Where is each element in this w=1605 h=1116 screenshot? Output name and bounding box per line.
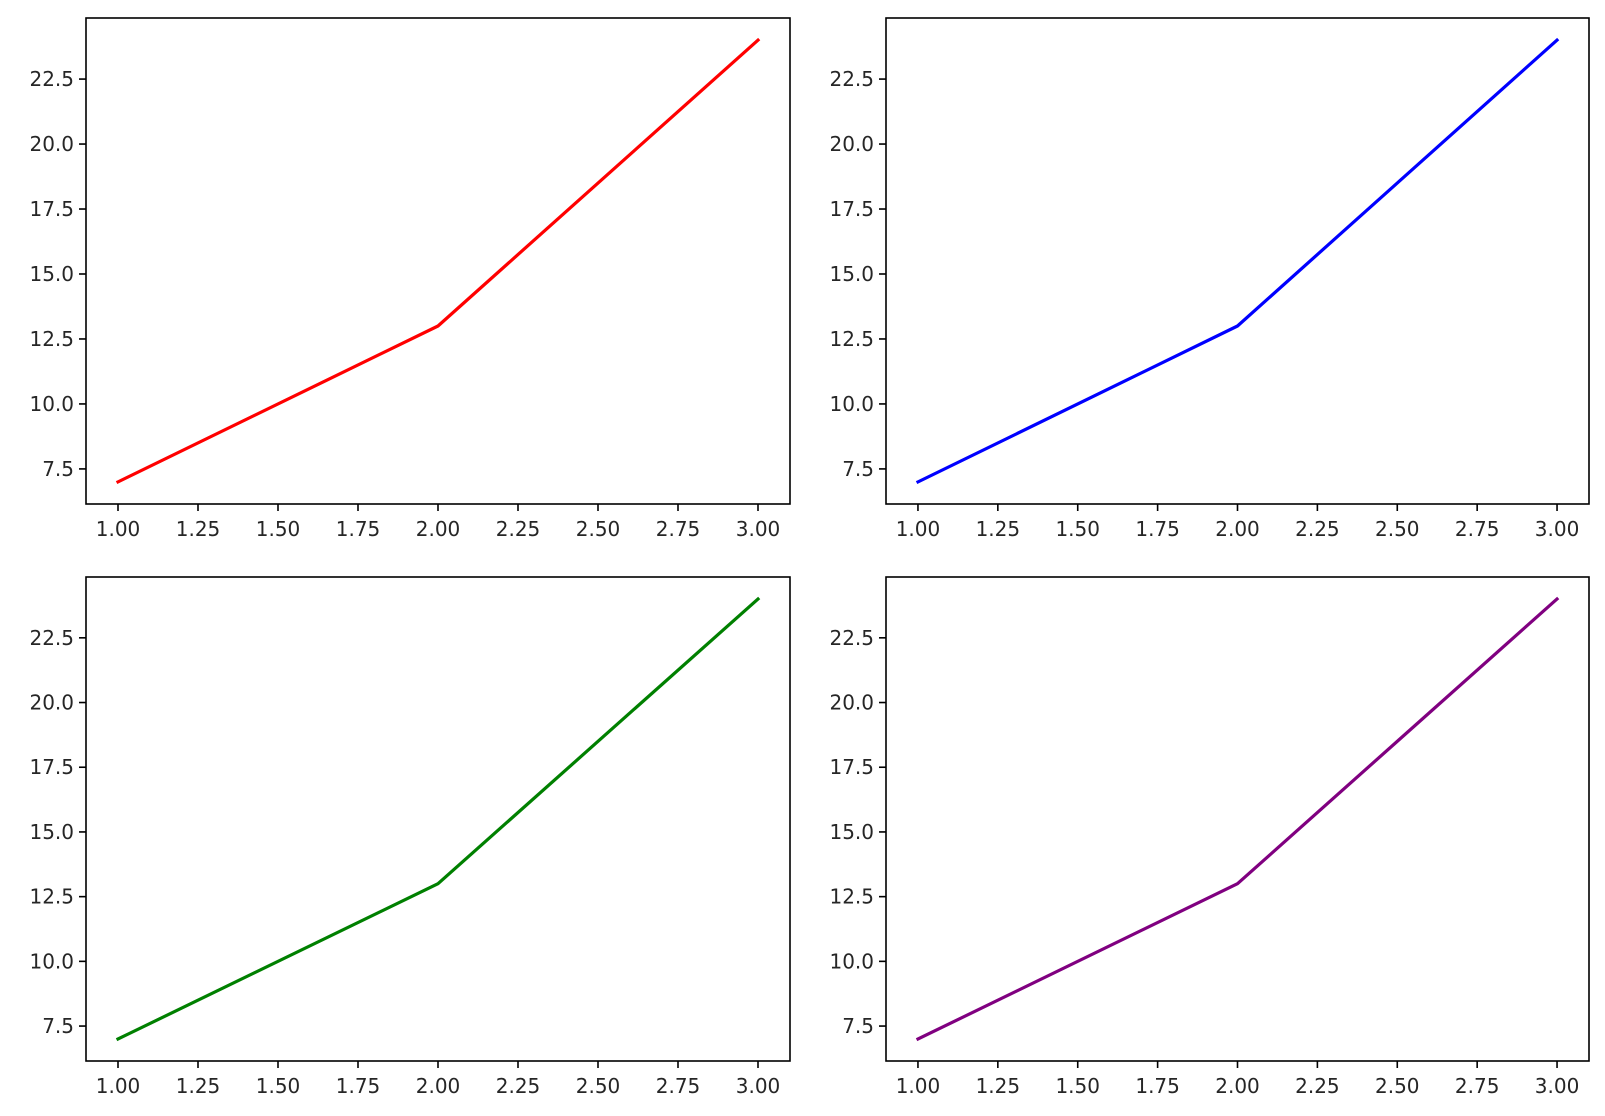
y-tick-label-top-right-20-0: 20.0 xyxy=(829,132,874,156)
x-tick-label-top-right-2-25: 2.25 xyxy=(1295,517,1340,541)
x-tick-label-bottom-right-2-00: 2.00 xyxy=(1215,1074,1260,1098)
x-tick-label-bottom-left-3-00: 3.00 xyxy=(736,1074,781,1098)
series-line-top-left xyxy=(115,37,761,485)
x-tick-label-top-left-2-50: 2.50 xyxy=(576,517,621,541)
x-tick-label-top-left-2-75: 2.75 xyxy=(656,517,701,541)
x-tick-label-bottom-left-2-50: 2.50 xyxy=(576,1074,621,1098)
y-tick-label-bottom-right-7-5: 7.5 xyxy=(842,1014,874,1038)
subplot-top-right: 7.5 10.0 12.5 15.0 17.5 20.0 22.5 1.00 1.25 1.50 1… xyxy=(829,17,1590,541)
y-tick-label-bottom-right-22-5: 22.5 xyxy=(829,626,874,650)
y-tick-label-bottom-left-12-5: 12.5 xyxy=(29,885,74,909)
y-tick-label-top-left-7-5: 7.5 xyxy=(42,457,74,481)
y-tick-label-top-left-12-5: 12.5 xyxy=(29,327,74,351)
y-tick-label-top-left-22-5: 22.5 xyxy=(29,67,74,91)
x-tick-label-top-right-3-00: 3.00 xyxy=(1535,517,1580,541)
series-line-bottom-left xyxy=(115,596,761,1042)
x-tick-label-bottom-right-2-25: 2.25 xyxy=(1295,1074,1340,1098)
x-tick-label-bottom-left-2-25: 2.25 xyxy=(496,1074,541,1098)
x-tick-label-bottom-left-1-25: 1.25 xyxy=(176,1074,221,1098)
y-tick-label-top-right-22-5: 22.5 xyxy=(829,67,874,91)
y-tick-label-top-right-7-5: 7.5 xyxy=(842,457,874,481)
axes-frame-top-right xyxy=(885,17,1590,505)
subplot-bottom-right: 7.5 10.0 12.5 15.0 17.5 20.0 22.5 1.00 1.25 1.50 1… xyxy=(829,576,1590,1098)
y-tick-label-bottom-left-20-0: 20.0 xyxy=(29,691,74,715)
axes-frame-bottom-left xyxy=(85,576,791,1062)
y-tick-label-bottom-left-22-5: 22.5 xyxy=(29,626,74,650)
x-tick-label-top-right-1-25: 1.25 xyxy=(976,517,1021,541)
axes-frame-top-left xyxy=(85,17,791,505)
y-tick-label-bottom-left-10-0: 10.0 xyxy=(29,949,74,973)
x-tick-label-top-left-3-00: 3.00 xyxy=(736,517,781,541)
y-tick-label-bottom-left-17-5: 17.5 xyxy=(29,755,74,779)
y-tick-label-bottom-left-15-0: 15.0 xyxy=(29,820,74,844)
x-tick-label-top-left-1-00: 1.00 xyxy=(96,517,141,541)
y-tick-label-top-right-12-5: 12.5 xyxy=(829,327,874,351)
y-tick-label-top-right-10-0: 10.0 xyxy=(829,392,874,416)
x-tick-label-bottom-right-1-75: 1.75 xyxy=(1135,1074,1180,1098)
y-tick-label-bottom-right-10-0: 10.0 xyxy=(829,949,874,973)
y-tick-label-bottom-right-17-5: 17.5 xyxy=(829,755,874,779)
x-tick-label-top-left-2-25: 2.25 xyxy=(496,517,541,541)
y-tick-label-bottom-right-12-5: 12.5 xyxy=(829,885,874,909)
y-tick-label-bottom-left-7-5: 7.5 xyxy=(42,1014,74,1038)
x-tick-label-top-left-2-00: 2.00 xyxy=(416,517,461,541)
x-tick-label-bottom-right-1-00: 1.00 xyxy=(896,1074,941,1098)
y-tick-label-bottom-right-20-0: 20.0 xyxy=(829,691,874,715)
x-tick-label-bottom-right-1-25: 1.25 xyxy=(976,1074,1021,1098)
x-tick-label-top-right-2-50: 2.50 xyxy=(1375,517,1420,541)
y-tick-label-top-right-17-5: 17.5 xyxy=(829,197,874,221)
x-tick-label-top-left-1-75: 1.75 xyxy=(336,517,381,541)
subplot-bottom-left: 7.5 10.0 12.5 15.0 17.5 20.0 22.5 1.00 1.25 1.50 1… xyxy=(29,576,791,1098)
y-tick-label-top-left-20-0: 20.0 xyxy=(29,132,74,156)
x-tick-label-top-right-1-00: 1.00 xyxy=(896,517,941,541)
x-tick-label-top-right-1-50: 1.50 xyxy=(1055,517,1100,541)
x-tick-label-bottom-right-2-50: 2.50 xyxy=(1375,1074,1420,1098)
x-tick-label-bottom-left-1-50: 1.50 xyxy=(256,1074,301,1098)
x-tick-label-top-right-2-00: 2.00 xyxy=(1215,517,1260,541)
y-tick-label-top-left-10-0: 10.0 xyxy=(29,392,74,416)
axes-frame-bottom-right xyxy=(885,576,1590,1062)
y-tick-label-top-left-17-5: 17.5 xyxy=(29,197,74,221)
series-line-bottom-right xyxy=(915,596,1560,1042)
x-tick-label-bottom-left-2-75: 2.75 xyxy=(656,1074,701,1098)
x-tick-label-top-left-1-25: 1.25 xyxy=(176,517,221,541)
y-tick-label-top-left-15-0: 15.0 xyxy=(29,262,74,286)
x-tick-label-bottom-left-2-00: 2.00 xyxy=(416,1074,461,1098)
series-line-top-right xyxy=(915,37,1560,485)
x-tick-label-top-right-2-75: 2.75 xyxy=(1455,517,1500,541)
y-tick-label-bottom-right-15-0: 15.0 xyxy=(829,820,874,844)
subplot-top-left: 7.5 10.0 12.5 15.0 17.5 20.0 22.5 1.00 1.25 1.50 1… xyxy=(29,17,791,541)
x-tick-label-top-left-1-50: 1.50 xyxy=(256,517,301,541)
x-tick-label-bottom-right-3-00: 3.00 xyxy=(1535,1074,1580,1098)
x-tick-label-bottom-left-1-00: 1.00 xyxy=(96,1074,141,1098)
x-tick-label-top-right-1-75: 1.75 xyxy=(1135,517,1180,541)
x-tick-label-bottom-left-1-75: 1.75 xyxy=(336,1074,381,1098)
x-tick-label-bottom-right-1-50: 1.50 xyxy=(1055,1074,1100,1098)
y-tick-label-top-right-15-0: 15.0 xyxy=(829,262,874,286)
x-tick-label-bottom-right-2-75: 2.75 xyxy=(1455,1074,1500,1098)
